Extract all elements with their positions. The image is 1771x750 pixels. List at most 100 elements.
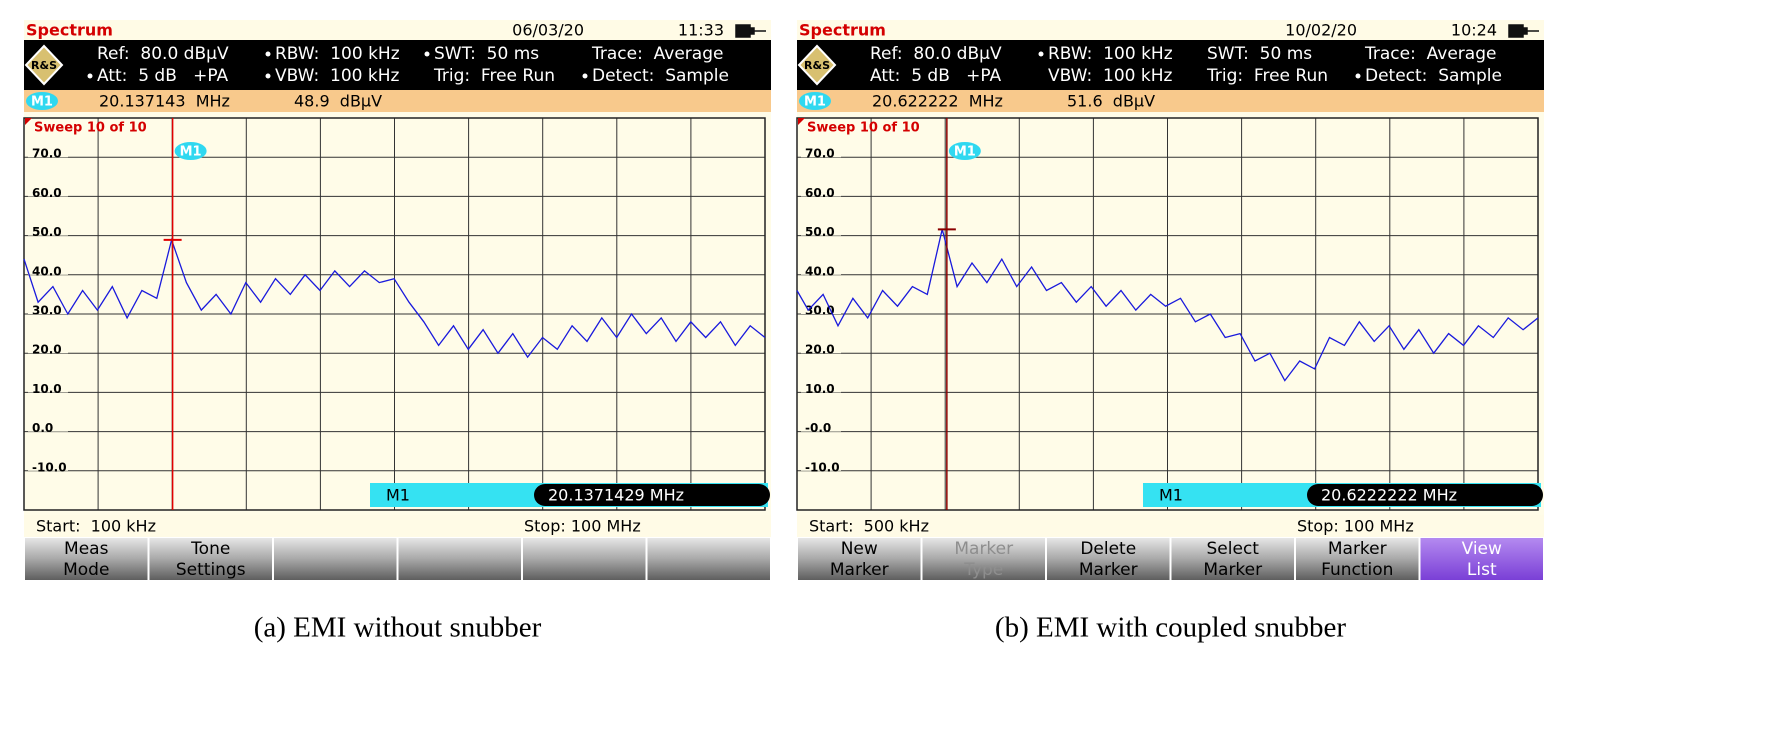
- tick-label-bg: [801, 305, 841, 314]
- info-text: Trig: Free Run: [1206, 66, 1328, 86]
- y-tick-label: 40.0: [32, 264, 62, 278]
- softkey[interactable]: [398, 538, 522, 580]
- softkey-label: Marker: [830, 560, 889, 580]
- tick-label-bg: [28, 187, 68, 197]
- marker-badge: [26, 92, 58, 110]
- softkey[interactable]: [647, 538, 771, 580]
- tick-label-bg: [801, 148, 841, 158]
- softkey-label: Delete: [1080, 539, 1136, 559]
- softkey[interactable]: [523, 538, 646, 580]
- readout-value: 20.1371429 MHz: [548, 486, 684, 505]
- softkey[interactable]: [25, 538, 148, 580]
- readout-name: M1: [1159, 486, 1183, 505]
- info-text: RBW: 100 kHz: [275, 44, 400, 64]
- softkey-label: Marker: [1079, 560, 1138, 580]
- y-tick-label: 50.0: [805, 225, 835, 239]
- info-text: Att: 5 dB +PA: [97, 66, 228, 86]
- tick-label-bg: [801, 422, 841, 432]
- readout-pill: [1307, 484, 1543, 506]
- softkey[interactable]: [1047, 538, 1170, 580]
- info-text: Att: 5 dB +PA: [870, 66, 1001, 86]
- info-bar: [24, 40, 771, 90]
- info-text: Ref: 80.0 dBμV: [97, 44, 229, 64]
- info-dot: [1038, 51, 1044, 57]
- softkey-label: Function: [1321, 560, 1393, 580]
- tick-label-bg: [28, 148, 68, 158]
- time: 10:24: [1451, 21, 1497, 40]
- y-tick-label: 0.0: [32, 421, 53, 435]
- marker-bar: [797, 90, 1544, 112]
- y-tick-label: 20.0: [805, 343, 835, 357]
- tick-label-bg: [28, 344, 68, 354]
- y-tick-label: -0.0: [805, 421, 831, 435]
- softkey-label: New: [841, 539, 878, 559]
- marker-level: 51.6 dBμV: [1067, 92, 1155, 111]
- time: 11:33: [678, 21, 724, 40]
- tick-label-bg: [28, 422, 68, 432]
- tick-label-bg: [801, 344, 841, 354]
- header-title: Spectrum: [26, 21, 113, 40]
- tick-label-bg: [28, 383, 68, 393]
- trace: [23, 237, 766, 359]
- logo: [24, 44, 64, 86]
- battery-icon: [1508, 24, 1539, 38]
- marker-flag: [174, 142, 207, 160]
- info-text: Trace: Average: [1364, 44, 1496, 64]
- marker-flag: [948, 142, 981, 160]
- caption: (a) EMI without snubber: [254, 612, 542, 644]
- softkey[interactable]: [798, 538, 921, 580]
- y-tick-label: -10.0: [32, 460, 67, 474]
- softkey[interactable]: [274, 538, 397, 580]
- span-bar: [24, 515, 771, 537]
- info-dot: [582, 73, 588, 79]
- marker-freq: 20.137143 MHz: [99, 92, 230, 111]
- softkey-label: Mode: [63, 560, 109, 580]
- span-bar: [797, 515, 1544, 537]
- y-tick-label: 20.0: [32, 343, 62, 357]
- softkey[interactable]: [1420, 538, 1544, 580]
- softkey[interactable]: [149, 538, 273, 580]
- marker-badge-label: M1: [31, 95, 53, 110]
- softkey-label: Marker: [1203, 560, 1262, 580]
- softkey[interactable]: [1296, 538, 1419, 580]
- info-text: Trace: Average: [591, 44, 723, 64]
- softkey[interactable]: [922, 538, 1046, 580]
- info-text: VBW: 100 kHz: [1048, 66, 1173, 86]
- header-title: Spectrum: [799, 21, 886, 40]
- battery-icon: [735, 24, 766, 38]
- marker-flag-label: M1: [954, 145, 976, 160]
- softkey-label: Marker: [954, 539, 1013, 559]
- tick-label-bg: [801, 226, 841, 236]
- logo: [797, 44, 837, 86]
- tick-label-bg: [28, 305, 68, 314]
- caption: (b) EMI with coupled snubber: [995, 612, 1346, 644]
- y-tick-label: -10.0: [805, 460, 840, 474]
- plot-frame: [23, 117, 766, 511]
- y-tick-label: 60.0: [805, 186, 835, 200]
- stop-label: Stop: 100 MHz: [524, 517, 641, 536]
- info-text: VBW: 100 kHz: [275, 66, 400, 86]
- start-label: Start: 100 kHz: [36, 517, 156, 536]
- y-tick-label: 50.0: [32, 225, 62, 239]
- softkey[interactable]: [1171, 538, 1295, 580]
- sweep-label: Sweep 10 of 10: [34, 121, 147, 136]
- y-tick-label: 10.0: [32, 382, 62, 396]
- y-tick-label: 70.0: [805, 147, 835, 161]
- header-bar: [797, 20, 1544, 40]
- y-tick-label: 10.0: [805, 382, 835, 396]
- info-text: Detect: Sample: [592, 66, 729, 86]
- info-dot: [265, 73, 271, 79]
- info-dot: [87, 73, 93, 79]
- sweep-flag: [798, 118, 805, 125]
- marker-freq: 20.622222 MHz: [872, 92, 1003, 111]
- tick-label-bg: [28, 265, 68, 275]
- trace: [796, 229, 1539, 382]
- logo-text: R&S: [31, 59, 57, 72]
- softkey-label: Meas: [64, 539, 109, 559]
- info-text: Detect: Sample: [1365, 66, 1502, 86]
- softkey-label: Type: [963, 560, 1003, 580]
- softkey-label: Tone: [190, 539, 230, 559]
- info-text: SWT: 50 ms: [434, 44, 539, 64]
